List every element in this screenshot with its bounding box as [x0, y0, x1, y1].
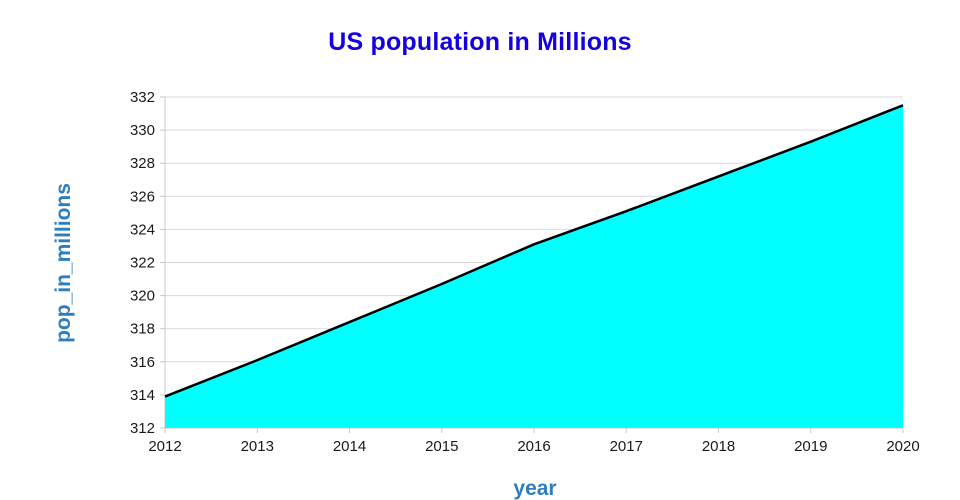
x-tick-label: 2017	[610, 438, 643, 455]
y-tick-label: 332	[130, 89, 155, 106]
series-line	[164, 104, 904, 398]
x-tick-label: 2018	[702, 438, 735, 455]
y-tick-label: 314	[130, 387, 155, 404]
x-tick-label: 2015	[425, 438, 458, 455]
y-tick-label: 324	[130, 221, 155, 238]
y-tick-label: 328	[130, 155, 155, 172]
y-tick-label: 326	[130, 188, 155, 205]
y-tick-label: 322	[130, 255, 155, 272]
x-axis-title: year	[513, 477, 557, 500]
y-tick-label: 316	[130, 354, 155, 371]
y-tick-label: 330	[130, 122, 155, 139]
x-tick-label: 2012	[148, 438, 181, 455]
x-tick-label: 2020	[886, 438, 919, 455]
x-tick-label: 2013	[241, 438, 274, 455]
x-tick-label: 2014	[333, 438, 366, 455]
x-tick-label: 2016	[517, 438, 550, 455]
x-tick-label: 2019	[794, 438, 827, 455]
y-axis-title: pop_in_millions	[52, 183, 75, 343]
area-fill	[165, 105, 903, 429]
y-tick-label: 320	[130, 288, 155, 305]
chart-title: US population in Millions	[328, 28, 632, 56]
y-tick-label: 318	[130, 321, 155, 338]
y-tick-label: 312	[130, 420, 155, 437]
